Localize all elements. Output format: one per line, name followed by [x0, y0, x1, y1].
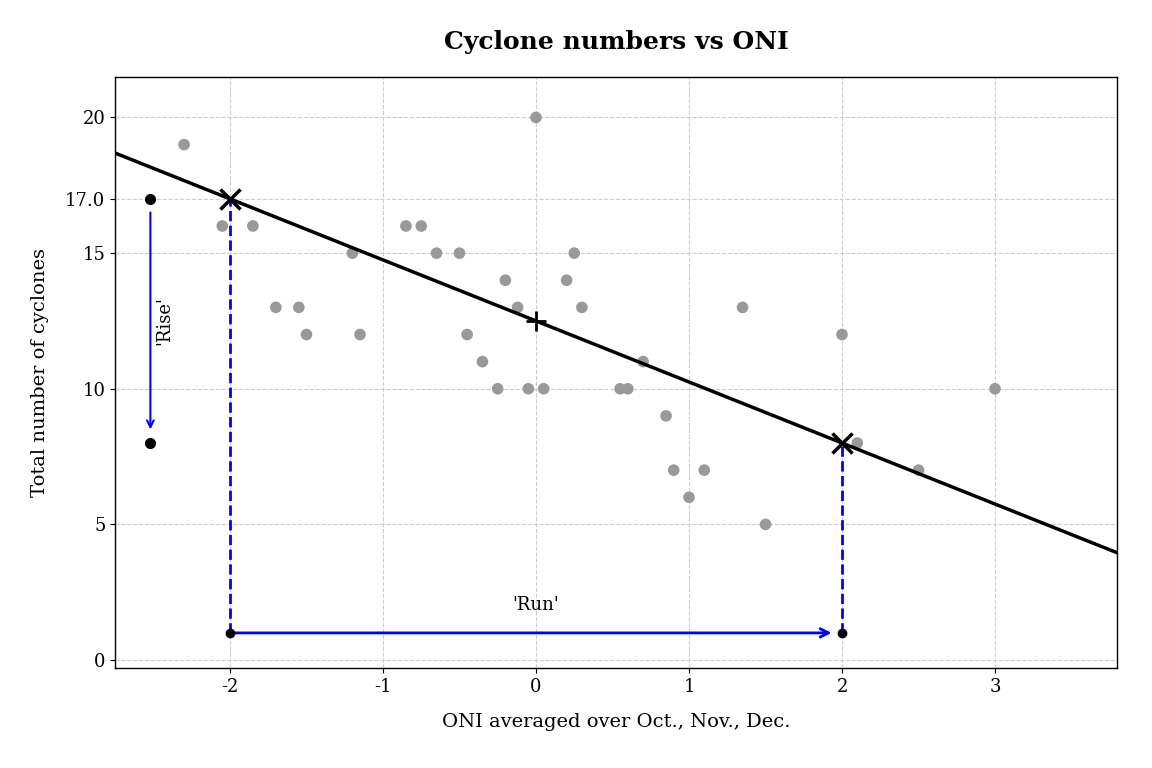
- Title: Cyclone numbers vs ONI: Cyclone numbers vs ONI: [444, 30, 789, 54]
- Point: [473, 356, 492, 368]
- X-axis label: ONI averaged over Oct., Nov., Dec.: ONI averaged over Oct., Nov., Dec.: [442, 713, 790, 730]
- Point: [488, 382, 507, 395]
- Point: [427, 247, 446, 260]
- Point: [508, 301, 526, 313]
- Point: [909, 464, 927, 476]
- Point: [757, 518, 775, 531]
- Point: [520, 382, 538, 395]
- Point: [497, 274, 515, 286]
- Point: [412, 220, 431, 232]
- Point: [396, 220, 415, 232]
- Point: [351, 329, 370, 341]
- Point: [213, 220, 232, 232]
- Point: [266, 301, 285, 313]
- Y-axis label: Total number of cyclones: Total number of cyclones: [31, 248, 48, 497]
- Point: [665, 464, 683, 476]
- Point: [297, 329, 316, 341]
- Text: 'Run': 'Run': [513, 596, 560, 614]
- Point: [634, 356, 652, 368]
- Point: [734, 301, 752, 313]
- Point: [535, 382, 553, 395]
- Point: [289, 301, 308, 313]
- Point: [619, 382, 637, 395]
- Point: [695, 464, 713, 476]
- Point: [343, 247, 362, 260]
- Point: [611, 382, 629, 395]
- Point: [558, 274, 576, 286]
- Text: 'Rise': 'Rise': [156, 296, 173, 346]
- Point: [457, 329, 476, 341]
- Point: [680, 491, 698, 503]
- Point: [848, 437, 866, 449]
- Point: [175, 138, 194, 151]
- Point: [657, 410, 675, 422]
- Point: [564, 247, 583, 260]
- Point: [450, 247, 469, 260]
- Point: [526, 111, 545, 124]
- Point: [986, 382, 1005, 395]
- Point: [573, 301, 591, 313]
- Point: [833, 329, 851, 341]
- Point: [244, 220, 263, 232]
